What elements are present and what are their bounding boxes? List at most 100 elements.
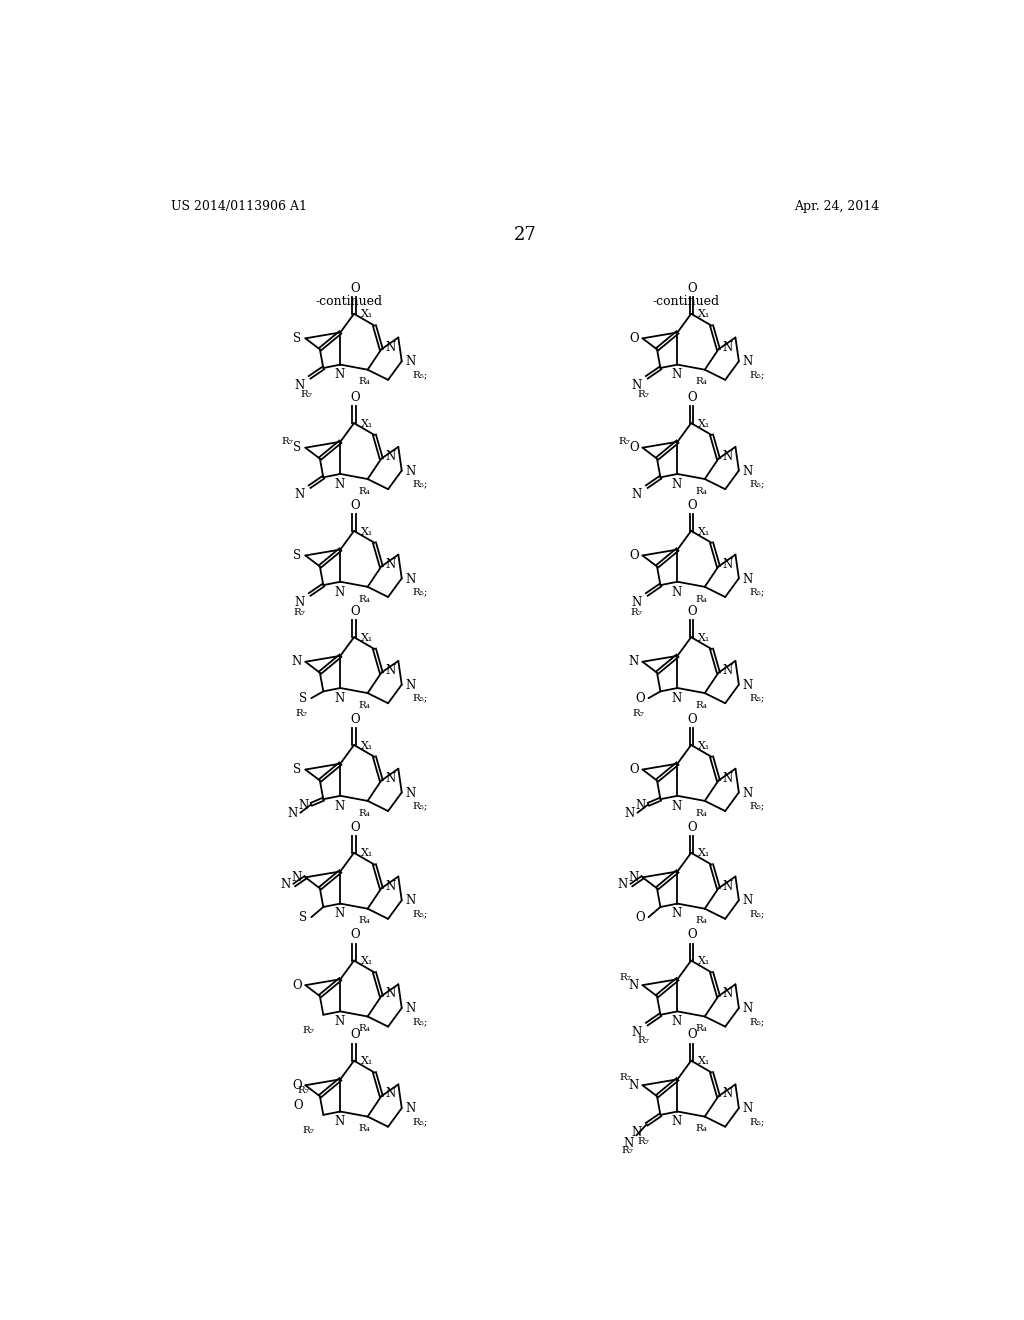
Text: X₁: X₁ (697, 741, 710, 751)
Text: R₇: R₇ (638, 389, 649, 399)
Text: R₄: R₄ (358, 809, 371, 817)
Text: N: N (385, 879, 395, 892)
Text: R₇: R₇ (633, 709, 645, 718)
Text: N: N (672, 907, 682, 920)
Text: R₅;: R₅; (750, 479, 765, 488)
Text: O: O (350, 499, 359, 512)
Text: N: N (385, 341, 395, 354)
Text: O: O (687, 821, 696, 833)
Text: X₁: X₁ (360, 741, 373, 751)
Text: N: N (385, 450, 395, 463)
Text: N: N (672, 478, 682, 491)
Text: N: N (722, 879, 732, 892)
Text: R₄: R₄ (358, 701, 371, 710)
Text: N: N (632, 597, 642, 609)
Text: R₇: R₇ (297, 1085, 309, 1094)
Text: R₇: R₇ (622, 1146, 634, 1155)
Text: O: O (350, 713, 359, 726)
Text: R₅;: R₅; (413, 479, 428, 488)
Text: R₄: R₄ (358, 916, 371, 925)
Text: N: N (742, 465, 753, 478)
Text: O: O (687, 605, 696, 618)
Text: X₁: X₁ (697, 956, 710, 966)
Text: N: N (632, 379, 642, 392)
Text: X₁: X₁ (697, 849, 710, 858)
Text: S: S (294, 331, 301, 345)
Text: N: N (385, 664, 395, 677)
Text: R₇: R₇ (638, 1137, 649, 1146)
Text: N: N (629, 978, 639, 991)
Text: X₁: X₁ (697, 527, 710, 537)
Text: R₇: R₇ (302, 1126, 314, 1135)
Text: N: N (722, 1088, 732, 1101)
Text: N: N (406, 355, 416, 368)
Text: R₇: R₇ (293, 609, 305, 618)
Text: R₄: R₄ (358, 1024, 371, 1034)
Text: O: O (629, 549, 639, 562)
Text: N: N (722, 664, 732, 677)
Text: N: N (629, 1078, 639, 1092)
Text: N: N (742, 678, 753, 692)
Text: R₅;: R₅; (413, 801, 428, 810)
Text: X₁: X₁ (360, 632, 373, 643)
Text: N: N (742, 895, 753, 907)
Text: N: N (291, 655, 301, 668)
Text: X₁: X₁ (360, 849, 373, 858)
Text: N: N (672, 692, 682, 705)
Text: R₅;: R₅; (750, 909, 765, 919)
Text: N: N (335, 692, 345, 705)
Text: N: N (335, 800, 345, 813)
Text: N: N (624, 1137, 634, 1150)
Text: O: O (687, 391, 696, 404)
Text: R₄: R₄ (695, 809, 708, 817)
Text: X₁: X₁ (360, 527, 373, 537)
Text: N: N (632, 1026, 642, 1039)
Text: N: N (291, 871, 301, 884)
Text: N: N (406, 1102, 416, 1115)
Text: R₇: R₇ (620, 973, 632, 982)
Text: N: N (406, 465, 416, 478)
Text: R₇: R₇ (302, 1026, 314, 1035)
Text: 27: 27 (513, 227, 537, 244)
Text: X₁: X₁ (360, 956, 373, 966)
Text: R₅;: R₅; (413, 1117, 428, 1126)
Text: N: N (672, 368, 682, 381)
Text: R₇: R₇ (301, 389, 312, 399)
Text: R₇: R₇ (296, 709, 307, 718)
Text: N: N (335, 1015, 345, 1028)
Text: N: N (742, 787, 753, 800)
Text: R₅;: R₅; (750, 1117, 765, 1126)
Text: O: O (350, 1028, 359, 1041)
Text: S: S (294, 549, 301, 562)
Text: O: O (292, 1078, 301, 1092)
Text: O: O (687, 281, 696, 294)
Text: X₁: X₁ (360, 418, 373, 429)
Text: X₁: X₁ (697, 632, 710, 643)
Text: N: N (617, 879, 628, 891)
Text: O: O (350, 821, 359, 833)
Text: R₄: R₄ (695, 487, 708, 496)
Text: S: S (294, 763, 301, 776)
Text: N: N (406, 787, 416, 800)
Text: O: O (350, 605, 359, 618)
Text: -continued: -continued (315, 296, 382, 308)
Text: N: N (406, 1002, 416, 1015)
Text: R₅;: R₅; (413, 909, 428, 919)
Text: N: N (385, 987, 395, 1001)
Text: R₅;: R₅; (750, 1018, 765, 1026)
Text: R₇: R₇ (620, 1073, 632, 1082)
Text: N: N (281, 879, 291, 891)
Text: R₄: R₄ (695, 1024, 708, 1034)
Text: R₅;: R₅; (413, 371, 428, 379)
Text: N: N (406, 573, 416, 586)
Text: O: O (635, 911, 645, 924)
Text: N: N (629, 871, 639, 884)
Text: N: N (406, 678, 416, 692)
Text: O: O (629, 331, 639, 345)
Text: N: N (672, 586, 682, 598)
Text: R₄: R₄ (358, 594, 371, 603)
Text: N: N (742, 1102, 753, 1115)
Text: N: N (632, 488, 642, 502)
Text: Apr. 24, 2014: Apr. 24, 2014 (794, 199, 879, 213)
Text: N: N (672, 800, 682, 813)
